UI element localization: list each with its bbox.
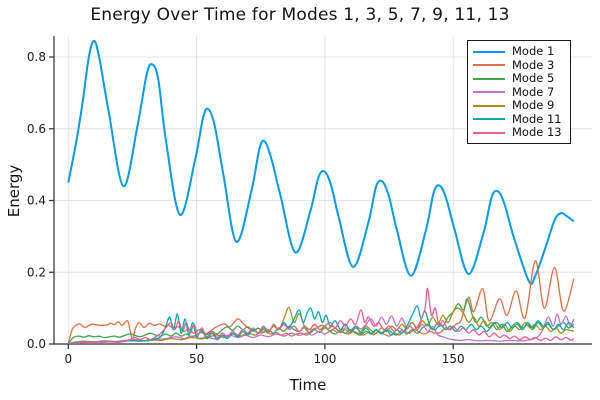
x-tick-label: 50 xyxy=(189,352,204,366)
legend-line-sample xyxy=(473,118,505,120)
legend-label: Mode 7 xyxy=(512,84,555,99)
legend-item: Mode 11 xyxy=(473,111,565,126)
series-line-mode-13 xyxy=(68,287,575,343)
series-line-mode-1 xyxy=(67,39,575,285)
legend-label: Mode 5 xyxy=(512,71,555,85)
legend-line-sample xyxy=(473,104,505,107)
x-tick-label: 0 xyxy=(64,352,72,366)
legend-item: Mode 13 xyxy=(473,126,565,139)
legend-label: Mode 1 xyxy=(512,44,555,58)
legend-line-sample xyxy=(473,77,505,80)
legend-line-sample xyxy=(473,50,505,53)
x-axis-label: Time xyxy=(289,376,327,394)
legend-label: Mode 3 xyxy=(512,57,555,72)
series-line-mode-5 xyxy=(67,298,575,343)
y-tick-label: 0.2 xyxy=(27,265,46,279)
legend: Mode 1 Mode 3 Mode 5 Mode 7 Mode 9 Mode 11 Mod… xyxy=(467,40,571,144)
legend-label: Mode 13 xyxy=(512,125,562,139)
legend-item: Mode 1 xyxy=(473,45,565,58)
y-tick-label: 0.8 xyxy=(27,50,46,64)
legend-item: Mode 7 xyxy=(473,84,565,99)
legend-line-sample xyxy=(473,91,505,93)
legend-item: Mode 5 xyxy=(473,72,565,85)
legend-label: Mode 9 xyxy=(512,98,555,112)
series-line-mode-3 xyxy=(67,260,575,343)
x-tick-label: 100 xyxy=(313,352,336,366)
legend-label: Mode 11 xyxy=(512,111,562,126)
y-tick-label: 0.4 xyxy=(27,194,46,208)
series-line-mode-11 xyxy=(68,305,575,343)
x-tick-label: 150 xyxy=(442,352,465,366)
legend-item: Mode 9 xyxy=(473,99,565,112)
legend-line-sample xyxy=(473,64,505,66)
chart-title: Energy Over Time for Modes 1, 3, 5, 7, 9… xyxy=(90,5,510,25)
legend-item: Mode 3 xyxy=(473,57,565,72)
y-tick-label: 0.6 xyxy=(27,122,46,136)
y-tick-label: 0.0 xyxy=(27,337,46,351)
y-axis-label: Energy xyxy=(5,164,23,218)
legend-line-sample xyxy=(473,131,505,134)
